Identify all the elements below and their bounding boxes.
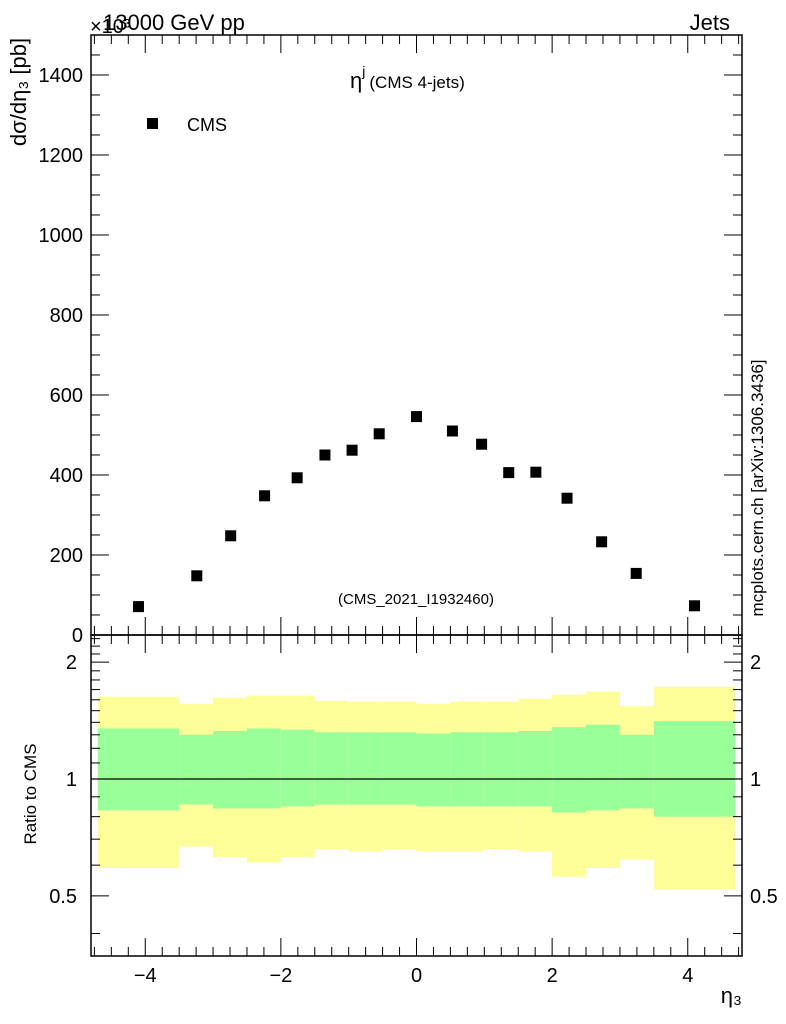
data-point	[630, 567, 642, 579]
inner-band	[382, 732, 417, 805]
y-tick-label: 400	[50, 465, 83, 487]
y-tick-label: 1400	[39, 65, 84, 87]
ratio-axis-ticks	[91, 635, 742, 956]
ratio-y-tick-label-right: 1	[750, 769, 761, 791]
ratio-y-axis-label: Ratio to CMS	[21, 743, 40, 844]
ratio-y-tick-labels: 0.5 0.5 1 1 2 2	[49, 652, 778, 908]
y-tick-label: 800	[50, 305, 83, 327]
inner-band	[314, 732, 349, 805]
ratio-y-tick-label: 1	[66, 769, 77, 791]
x-tick-label: −2	[269, 965, 292, 987]
ratio-bands	[97, 686, 736, 890]
x-tick-label: −4	[134, 965, 157, 987]
data-point	[373, 428, 385, 440]
y-tick-label: 0	[72, 625, 83, 647]
energy-label: 13000 GeV pp	[103, 10, 245, 35]
x-tick-label: 4	[682, 965, 693, 987]
data-point	[319, 449, 331, 461]
data-point	[503, 467, 515, 479]
inner-band	[416, 733, 451, 807]
data-point	[596, 536, 608, 548]
data-point	[411, 411, 422, 423]
inner-band	[213, 730, 247, 809]
y-tick-label: 1200	[39, 145, 84, 167]
inner-band	[246, 728, 281, 809]
data-point	[346, 444, 358, 456]
legend-label-cms: CMS	[187, 115, 227, 135]
legend-marker-cms	[147, 118, 158, 129]
data-point	[689, 600, 701, 612]
watermark: (CMS_2021_I1932460)	[338, 591, 494, 608]
inner-band	[450, 732, 485, 807]
data-point	[225, 530, 237, 542]
inner-band	[586, 724, 620, 811]
inner-band	[484, 732, 519, 807]
data-point	[132, 601, 144, 613]
x-tick-label: 0	[411, 965, 422, 987]
inner-band	[619, 734, 654, 809]
data-point	[259, 490, 271, 502]
ratio-plot: 0.5 0.5 1 1 2 2 −4 −2 0 2 4 Ratio to CMS η₃	[21, 634, 778, 1008]
main-plot: 0 200 400 600 800 1000 1200 1400 ηj(CMS 4-jets)…	[6, 34, 743, 647]
ratio-plot-frame	[90, 634, 743, 957]
ratio-y-tick-label: 0.5	[49, 886, 77, 908]
plot-title-note: (CMS 4-jets)	[369, 73, 464, 92]
data-points	[132, 411, 701, 613]
y-tick-label: 1000	[39, 225, 84, 247]
data-point	[561, 492, 573, 504]
data-point	[291, 472, 303, 484]
data-point	[446, 425, 458, 437]
data-point	[530, 466, 542, 478]
side-label: mcplots.cern.ch [arXiv:1306.3436]	[748, 359, 767, 616]
y-tick-label: 200	[50, 545, 83, 567]
ratio-y-tick-label-right: 0.5	[750, 886, 778, 908]
x-tick-labels: −4 −2 0 2 4	[134, 965, 693, 987]
process-label: Jets	[690, 10, 730, 35]
main-y-axis-label: dσ/dη₃ [pb]	[6, 38, 31, 146]
x-axis-label: η₃	[721, 983, 742, 1008]
inner-band	[653, 721, 736, 817]
exponent-label: ×10³	[90, 16, 131, 38]
inner-band	[348, 732, 383, 805]
ratio-y-tick-label: 2	[66, 652, 77, 674]
plot-title-superscript: j	[361, 63, 365, 79]
inner-band	[552, 727, 587, 813]
plot-title: ηj(CMS 4-jets)	[350, 63, 465, 93]
x-tick-label: 2	[547, 965, 558, 987]
main-y-tick-labels: 0 200 400 600 800 1000 1200 1400	[39, 65, 84, 647]
inner-band	[518, 730, 553, 807]
inner-band	[179, 734, 214, 805]
ratio-y-tick-label-right: 2	[750, 652, 761, 674]
data-point	[191, 570, 203, 582]
data-point	[476, 438, 488, 450]
inner-band	[280, 729, 315, 807]
inner-band	[97, 728, 180, 811]
y-tick-label: 600	[50, 385, 83, 407]
